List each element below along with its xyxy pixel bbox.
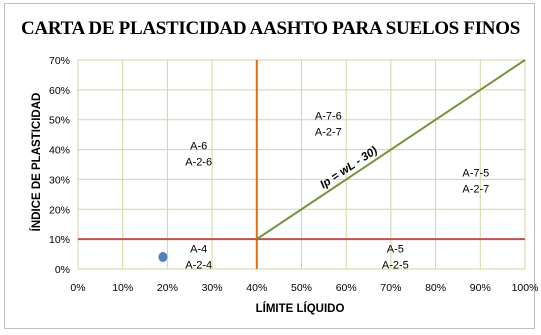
x-tick-label: 60%	[336, 282, 357, 294]
y-axis-title: ÍNDICE DE PLASTICIDAD	[30, 93, 43, 232]
data-point	[158, 252, 168, 263]
zone-label: A-7-5	[462, 167, 489, 179]
x-tick-label: 10%	[112, 282, 133, 294]
zone-label: A-4	[190, 244, 207, 256]
tick-labels: 0% 10% 20% 30% 40% 50% 60% 70% 80% 90% 100% 0% 10% 20…	[49, 55, 538, 294]
y-tick-label: 40%	[49, 145, 70, 157]
zone-label-sub: A-2-4	[185, 260, 212, 272]
zone-label-sub: A-2-7	[315, 127, 342, 139]
x-tick-label: 70%	[380, 282, 401, 294]
chart-title: CARTA DE PLASTICIDAD AASHTO PARA SUELOS …	[21, 18, 520, 39]
x-tick-label: 0%	[70, 282, 85, 294]
zone-label: A-5	[387, 244, 404, 256]
zone-label: A-6	[190, 141, 207, 153]
y-tick-label: 30%	[49, 174, 70, 186]
x-tick-label: 20%	[157, 282, 178, 294]
x-axis-title: LÍMITE LÍQUIDO	[256, 302, 345, 315]
x-tick-label: 90%	[470, 282, 491, 294]
zone-label-sub: A-2-6	[185, 157, 212, 169]
x-tick-label: 100%	[512, 282, 539, 294]
x-tick-label: 50%	[291, 282, 312, 294]
zone-label: A-7-6	[315, 111, 342, 123]
zone-label-sub: A-2-7	[462, 183, 489, 195]
zone-labels: A-6 A-2-6 A-7-6 A-2-7 A-7-5 A-2-7 A-4 A-2-4 A-5 A…	[185, 111, 489, 272]
y-tick-label: 60%	[49, 85, 70, 97]
x-tick-label: 30%	[202, 282, 223, 294]
zone-label-sub: A-2-5	[382, 260, 409, 272]
a-line-diagonal	[256, 59, 526, 240]
data-points	[158, 252, 168, 263]
y-tick-label: 70%	[49, 55, 70, 67]
chart-frame	[4, 3, 535, 329]
y-tick-label: 10%	[49, 234, 70, 246]
x-tick-label: 80%	[425, 282, 446, 294]
grid-lines	[77, 59, 526, 270]
y-tick-label: 20%	[49, 204, 70, 216]
x-tick-label: 40%	[246, 282, 267, 294]
a-line-label: Ip = wL - 30)	[318, 145, 380, 192]
y-tick-label: 50%	[49, 115, 70, 127]
y-tick-label: 0%	[55, 264, 70, 276]
